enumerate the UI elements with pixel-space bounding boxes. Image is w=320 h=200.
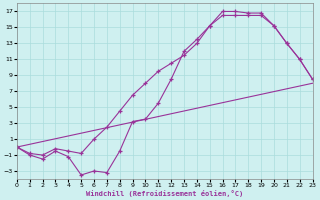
X-axis label: Windchill (Refroidissement éolien,°C): Windchill (Refroidissement éolien,°C) (86, 190, 243, 197)
